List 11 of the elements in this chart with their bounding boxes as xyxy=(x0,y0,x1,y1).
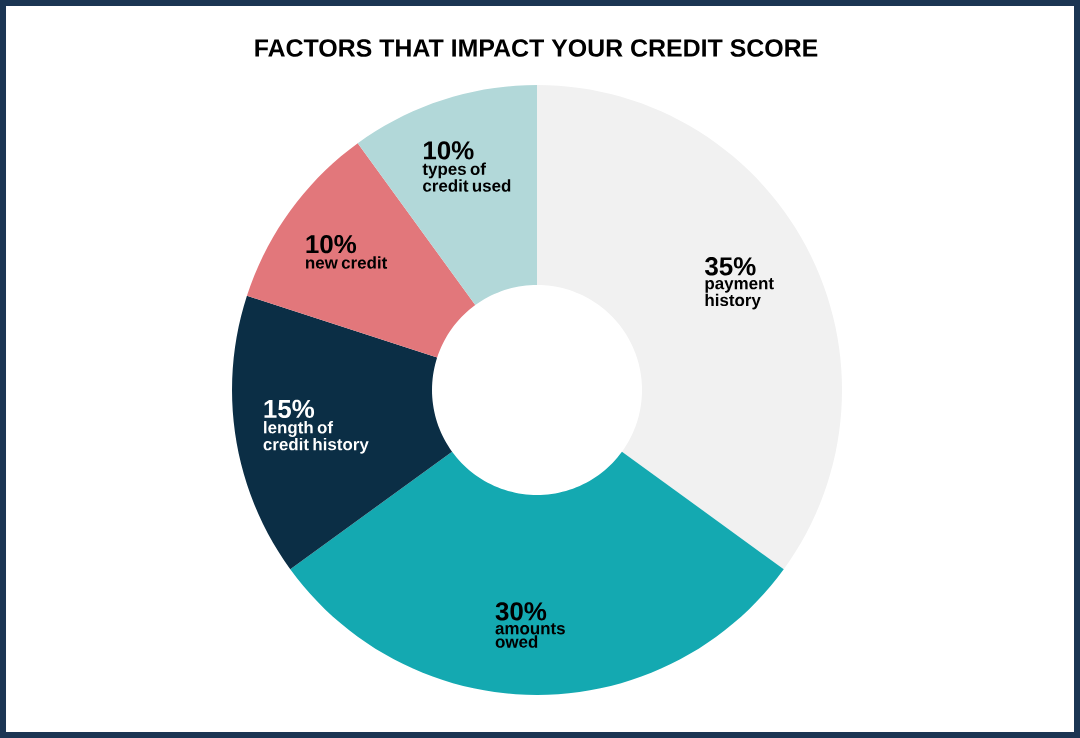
data-label: 10% xyxy=(306,234,357,254)
slice-label: amounts owed xyxy=(495,623,565,648)
slice-label: new credit xyxy=(306,256,388,269)
data-label: 15% xyxy=(264,399,315,419)
data-label: 30% xyxy=(495,602,547,621)
slice-label: length of credit history xyxy=(263,421,369,454)
slice-label: payment history xyxy=(705,278,774,310)
slice-label: types of credit used xyxy=(422,162,511,192)
data-label: 10% xyxy=(424,141,474,160)
data-label: 35% xyxy=(704,257,756,276)
chart-title: FACTORS THAT IMPACT YOUR CREDIT SCORE xyxy=(255,39,818,57)
